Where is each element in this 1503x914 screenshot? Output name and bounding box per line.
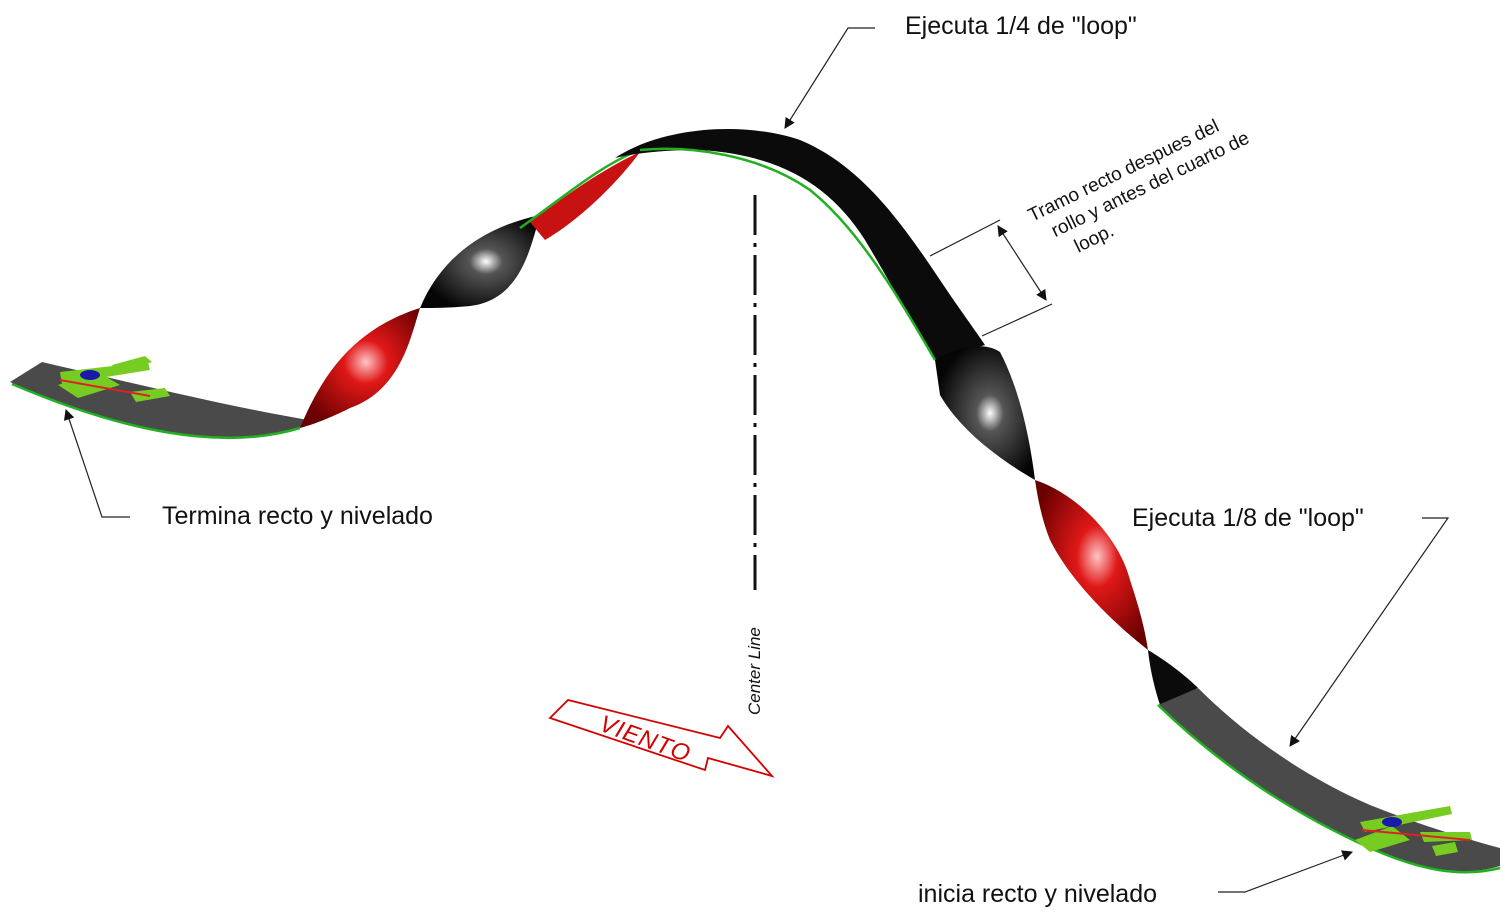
- ribbon-black-short: [1148, 650, 1198, 705]
- airplane-left-icon: [58, 356, 170, 402]
- center-line-label: Center Line: [745, 627, 764, 715]
- wind-arrow-icon: VIENTO: [548, 699, 775, 778]
- airplane-right-icon: [1355, 806, 1472, 856]
- label-straight-segment: Tramo recto despues del rollo y antes de…: [1025, 116, 1253, 258]
- flight-path-ribbon: [10, 128, 1501, 874]
- ribbon-right-flat: [1158, 688, 1500, 872]
- leader-start: [1218, 850, 1354, 893]
- dimension-straight-segment: [929, 219, 1053, 337]
- leader-top-quarter-loop: [784, 27, 875, 129]
- ribbon-red-twist-1: [300, 308, 420, 428]
- label-eighth-loop: Ejecuta 1/8 de "loop": [1132, 504, 1364, 532]
- ribbon-right-edge: [1157, 704, 1501, 874]
- ribbon-black-twist-2: [935, 346, 1035, 480]
- leader-finish: [63, 408, 130, 518]
- label-top-quarter-loop: Ejecuta 1/4 de "loop": [905, 12, 1137, 40]
- label-finish: Termina recto y nivelado: [162, 502, 433, 530]
- ribbon-red-twist-2: [1035, 480, 1148, 650]
- ribbon-top-arc: [615, 128, 985, 360]
- center-line: Center Line: [745, 195, 764, 715]
- ribbon-red-strip: [530, 152, 640, 240]
- label-start: inicia recto y nivelado: [918, 880, 1157, 908]
- ribbon-left-edge: [11, 382, 301, 440]
- ribbon-top-edge: [639, 147, 937, 361]
- ribbon-upper-left-edge: [519, 148, 641, 230]
- ribbon-black-twist-1: [420, 215, 540, 308]
- leader-eighth-loop: [1289, 517, 1450, 747]
